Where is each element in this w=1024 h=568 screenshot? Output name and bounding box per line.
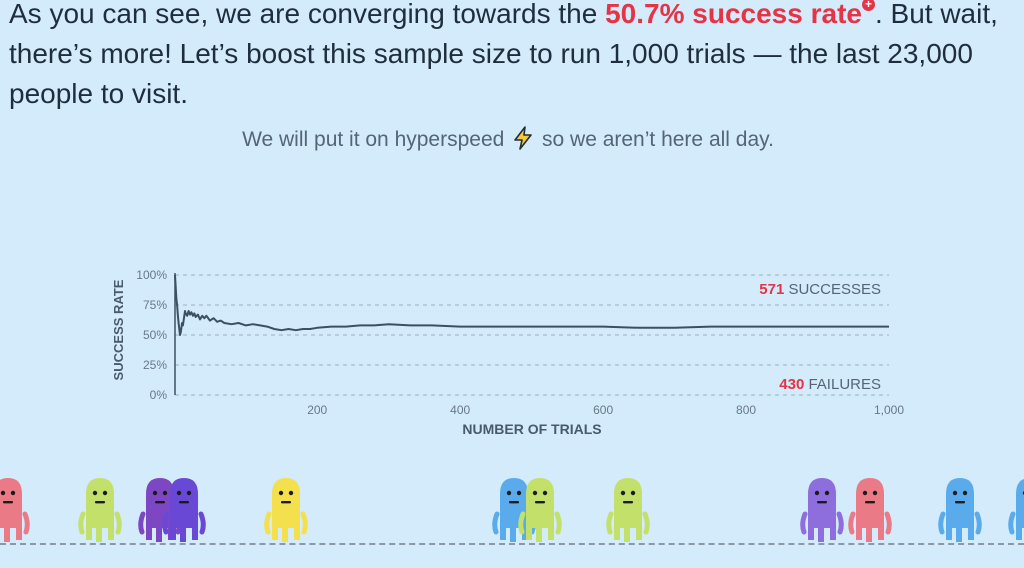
x-tick-label: 800 <box>736 403 756 417</box>
failures-label: FAILURES <box>804 376 881 393</box>
x-tick-label: 200 <box>307 403 327 417</box>
success-rate-highlight[interactable]: 50.7% success rate + <box>605 0 875 29</box>
x-tick-label: 400 <box>450 403 470 417</box>
x-tick-label: 1,000 <box>874 403 904 417</box>
creature-figure <box>518 478 562 542</box>
success-rate-line <box>174 274 889 336</box>
creature-figure <box>1008 478 1024 540</box>
success-rate-chart: 100% 75% 50% 25% 0% 200 400 600 800 1,000 SUCCESS… <box>111 268 904 437</box>
lightning-bolt-icon <box>514 126 532 150</box>
y-tick-label: 25% <box>143 358 167 372</box>
creature-figure <box>848 478 892 542</box>
creature-figure <box>78 478 122 542</box>
floor-line <box>0 543 1024 545</box>
x-tick-label: 600 <box>593 403 613 417</box>
y-tick-label: 50% <box>143 328 167 342</box>
plus-icon[interactable]: + <box>861 0 875 11</box>
successes-label: SUCCESSES <box>784 281 881 298</box>
creature-figure <box>606 478 650 542</box>
y-tick-label: 100% <box>136 268 167 282</box>
successes-count: 571 <box>759 281 784 298</box>
y-axis-label: SUCCESS RATE <box>111 279 126 380</box>
failures-count: 430 <box>779 376 804 393</box>
caption-text-before: We will put it on hyperspeed <box>242 128 505 151</box>
intro-paragraph: As you can see, we are converging toward… <box>9 0 1009 114</box>
creature-figure <box>264 478 308 542</box>
x-axis-label: NUMBER OF TRIALS <box>462 421 601 437</box>
hyperspeed-caption: We will put it on hyperspeed so we aren’… <box>0 126 1016 152</box>
creature-figure <box>162 478 206 542</box>
creature-crowd <box>0 460 1024 568</box>
y-tick-label: 0% <box>150 388 168 402</box>
creature-figure <box>800 478 844 542</box>
intro-text-1: As you can see, we are converging toward… <box>9 0 606 29</box>
caption-text-after: so we aren’t here all day. <box>542 128 774 151</box>
failures-annotation: 430 FAILURES <box>779 376 881 393</box>
intro-text-2: . But wait, there’s more! Let’s boost th… <box>9 0 998 109</box>
successes-annotation: 571 SUCCESSES <box>759 281 881 298</box>
y-tick-label: 75% <box>143 298 167 312</box>
creature-figure <box>0 478 30 542</box>
creature-figure <box>938 478 982 542</box>
